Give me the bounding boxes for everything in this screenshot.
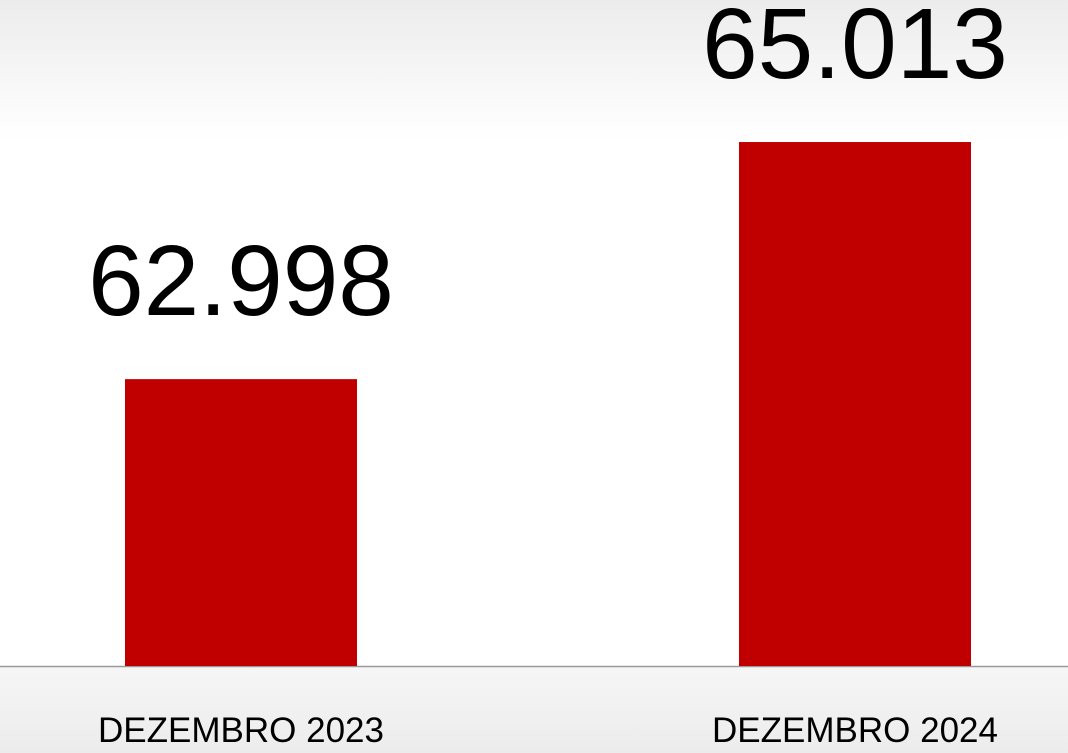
background-bottom	[0, 666, 1068, 753]
x-tick-label: DEZEMBRO 2024	[712, 711, 998, 750]
background-top	[0, 0, 1068, 140]
value-label: 65.013	[702, 0, 1008, 100]
x-tick-label: DEZEMBRO 2023	[98, 711, 384, 750]
value-label: 62.998	[88, 225, 394, 337]
bar	[125, 379, 357, 666]
bar	[739, 142, 971, 666]
